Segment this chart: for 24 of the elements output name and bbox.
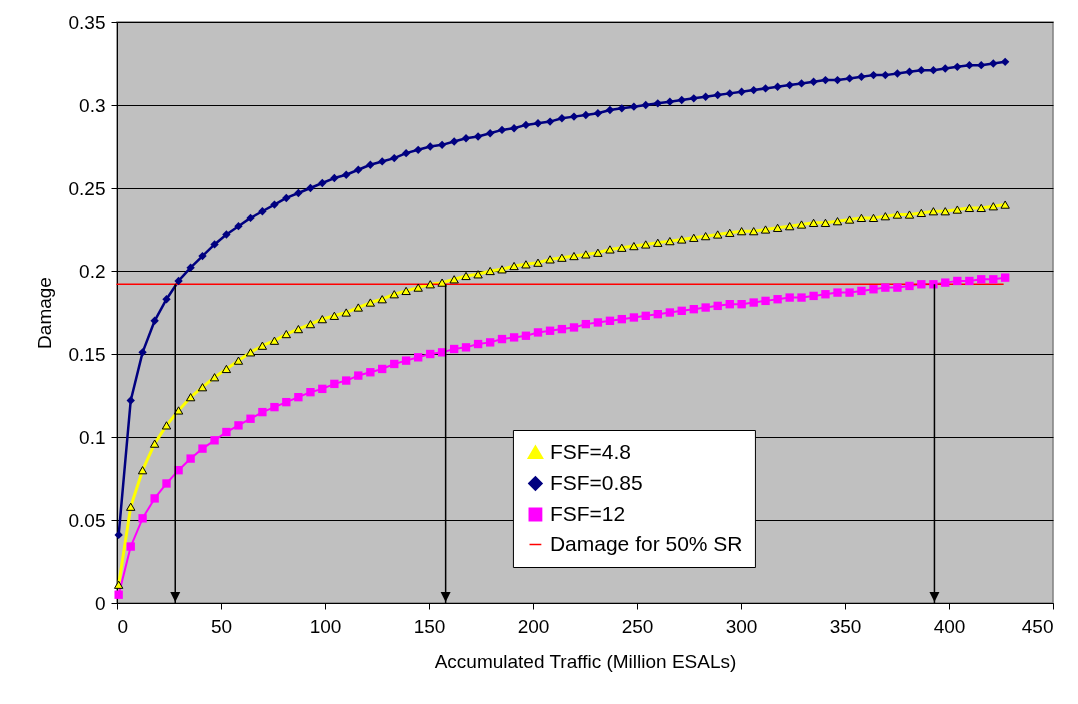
x-tick-label: 200	[517, 615, 550, 637]
legend-label: FSF=12	[549, 501, 626, 525]
x-tick-label: 350	[829, 615, 862, 637]
x-tick-label: 150	[413, 615, 446, 637]
x-tick-label: 450	[1021, 615, 1054, 637]
y-tick-label: 0	[94, 592, 106, 614]
x-tick-label: 400	[933, 615, 966, 637]
legend-label: FSF=4.8	[549, 439, 632, 463]
y-tick-label: 0.3	[79, 94, 106, 116]
y-tick-label: 0.15	[68, 343, 106, 365]
x-tick-label: 50	[210, 615, 233, 637]
x-tick-label: 100	[309, 615, 342, 637]
x-tick-label: 300	[725, 615, 758, 637]
x-tick-label: 250	[621, 615, 654, 637]
y-axis-title: Damage	[33, 277, 55, 349]
x-axis-title: Accumulated Traffic (Million ESALs)	[434, 650, 737, 672]
legend-label: FSF=0.85	[549, 470, 643, 494]
y-tick-label: 0.25	[68, 177, 106, 199]
legend-label: Damage for 50% SR	[549, 531, 743, 555]
x-tick-label: 0	[117, 615, 129, 637]
y-tick-label: 0.05	[68, 509, 106, 531]
y-tick-label: 0.2	[79, 260, 106, 282]
y-tick-label: 0.35	[68, 11, 106, 33]
y-tick-label: 0.1	[79, 426, 106, 448]
